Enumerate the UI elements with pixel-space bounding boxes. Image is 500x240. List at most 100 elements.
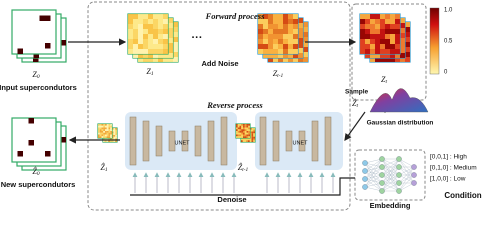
matrix-cell xyxy=(99,127,102,130)
matrix-cell xyxy=(153,53,158,58)
matrix-cell xyxy=(128,24,133,29)
symbol-letter: Z xyxy=(273,69,278,78)
matrix-cell xyxy=(253,136,255,139)
matrix-cell xyxy=(106,140,109,142)
matrix-cell xyxy=(360,29,365,34)
matrix-cell xyxy=(370,39,375,44)
matrix-cell xyxy=(263,49,268,54)
matrix-cell xyxy=(106,127,109,130)
symbol-letter: Ẑ xyxy=(238,162,243,172)
matrix-cell xyxy=(99,136,102,138)
matrix-cell xyxy=(405,57,410,62)
matrix-cell xyxy=(268,29,273,34)
matrix-cell xyxy=(249,135,252,137)
matrix-cell xyxy=(360,24,365,29)
unet-layer xyxy=(220,116,228,166)
matrix-cell xyxy=(249,131,252,134)
matrix-cell xyxy=(249,129,252,132)
matrix-cell xyxy=(298,33,303,38)
matrix-cell xyxy=(60,40,66,46)
nn-edge xyxy=(364,182,383,188)
matrix-cell xyxy=(148,44,153,49)
matrix-cell xyxy=(237,131,240,133)
matrix-cell xyxy=(249,140,252,142)
matrix-cell xyxy=(251,140,254,142)
symbol-letter: Z xyxy=(146,67,151,76)
symbol: Ẑ0 xyxy=(32,166,39,177)
matrix-cell xyxy=(400,18,405,23)
matrix-cell xyxy=(242,138,245,141)
matrix-cell xyxy=(278,29,283,34)
matrix-cell xyxy=(288,49,293,54)
matrix-cell xyxy=(405,22,410,27)
matrix-cell xyxy=(385,29,390,34)
matrix-cell xyxy=(158,34,163,39)
matrix-cell xyxy=(273,44,278,49)
unet-layer xyxy=(168,130,176,152)
symbol-subscript: t xyxy=(385,79,387,85)
colorbar-label: 0.5 xyxy=(444,39,453,45)
matrix-cell xyxy=(390,14,395,19)
matrix-cell xyxy=(395,44,400,49)
matrix-cell xyxy=(278,14,283,19)
matrix-cell xyxy=(273,24,278,29)
matrix-cell xyxy=(375,53,380,58)
matrix-cell xyxy=(108,132,111,135)
matrix-cell xyxy=(244,129,247,131)
colorbar-label: 0 xyxy=(444,70,448,76)
matrix-cell xyxy=(253,140,255,142)
unet-layer xyxy=(181,130,189,152)
matrix-cell xyxy=(168,48,173,53)
matrix-cell xyxy=(133,49,138,54)
matrix-cell xyxy=(138,29,143,34)
matrix-cell xyxy=(128,29,133,34)
matrix-cell xyxy=(303,27,308,32)
matrix-cell xyxy=(110,138,112,141)
matrix-cell xyxy=(143,24,148,29)
matrix-cell xyxy=(283,49,288,54)
label: Add Noise xyxy=(201,59,238,68)
matrix-cell xyxy=(268,24,273,29)
matrix-cell xyxy=(385,57,390,62)
matrix-cell xyxy=(101,129,104,131)
matrix-cell xyxy=(268,39,273,44)
matrix-cell xyxy=(390,57,395,62)
matrix-cell xyxy=(370,44,375,49)
matrix-cell xyxy=(268,49,273,54)
matrix-cell xyxy=(243,127,245,130)
matrix-cell xyxy=(98,127,100,130)
matrix-cell xyxy=(253,131,255,134)
matrix-cell xyxy=(173,22,178,27)
matrix-cell xyxy=(143,53,148,58)
matrix-cell xyxy=(293,14,298,19)
matrix-cell xyxy=(115,135,117,137)
matrix-cell xyxy=(99,134,102,137)
matrix-cell xyxy=(395,34,400,39)
matrix-cell xyxy=(288,44,293,49)
matrix-cell xyxy=(241,136,243,138)
matrix-cell xyxy=(110,136,112,138)
matrix-cell xyxy=(168,57,173,62)
matrix-cell xyxy=(380,14,385,19)
symbol: Ẑt-1 xyxy=(238,162,249,173)
matrix-cell xyxy=(248,140,250,142)
matrix-cell xyxy=(110,134,112,137)
symbol: Z1 xyxy=(146,67,153,77)
matrix-cell xyxy=(103,132,105,135)
matrix-cell xyxy=(168,33,173,38)
matrix-cell xyxy=(105,129,107,131)
matrix-cell xyxy=(248,138,250,141)
matrix-cell xyxy=(303,57,308,62)
matrix-cell xyxy=(237,125,240,128)
symbol: Zt xyxy=(381,75,387,85)
matrix-cell xyxy=(148,14,153,19)
symbol-letter: Ẑ xyxy=(100,162,105,172)
matrix-cell xyxy=(243,131,245,133)
matrix-cell xyxy=(101,132,104,135)
matrix-cell xyxy=(248,131,250,133)
nn-edge xyxy=(364,174,383,188)
nn-edge xyxy=(381,158,400,168)
matrix-cell xyxy=(288,39,293,44)
matrix-cell xyxy=(248,129,250,131)
nn-node xyxy=(362,176,368,182)
